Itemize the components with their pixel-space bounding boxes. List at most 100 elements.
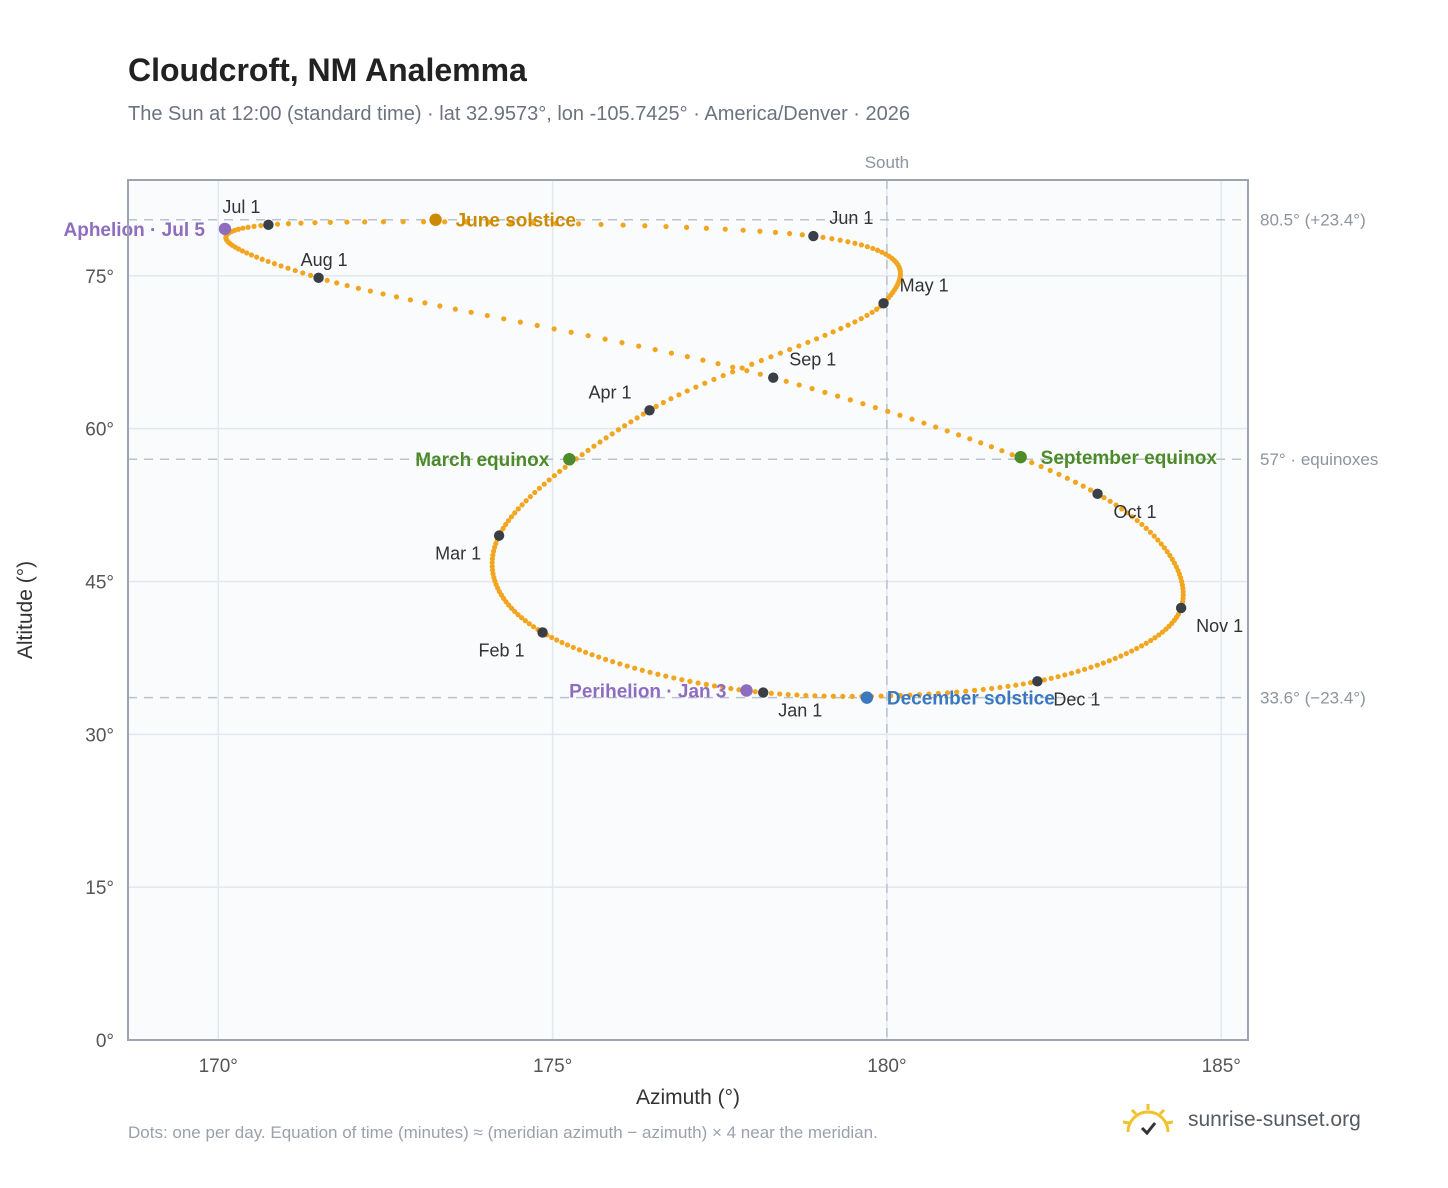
reference-label: South xyxy=(865,153,909,172)
day-dot xyxy=(668,396,674,402)
y-tick-label: 75° xyxy=(85,267,114,288)
day-dot xyxy=(772,229,779,235)
day-dot xyxy=(515,612,521,618)
day-dot xyxy=(1048,675,1054,681)
day-dot xyxy=(944,690,951,696)
day-dot xyxy=(522,618,528,624)
day-dot xyxy=(1164,549,1170,555)
day-dot xyxy=(864,244,870,250)
day-dot xyxy=(1094,662,1100,668)
day-dot xyxy=(749,361,755,367)
day-dot xyxy=(703,225,709,231)
chart-title: Cloudcroft, NM Analemma xyxy=(128,52,527,88)
day-dot xyxy=(768,354,774,360)
day-dot xyxy=(1027,680,1034,686)
day-dot xyxy=(858,316,864,322)
month-marker xyxy=(768,372,779,383)
day-dot xyxy=(988,444,995,450)
day-dot xyxy=(602,336,608,342)
day-dot xyxy=(822,389,828,395)
day-dot xyxy=(619,340,625,346)
day-dot xyxy=(622,423,628,429)
month-label: Feb 1 xyxy=(479,640,525,660)
day-dot xyxy=(530,624,537,630)
day-dot xyxy=(239,248,246,254)
day-dot xyxy=(489,560,495,566)
day-dot xyxy=(505,518,512,524)
day-dot xyxy=(693,384,699,390)
day-dot xyxy=(245,224,251,230)
day-dot xyxy=(634,415,640,421)
day-dot xyxy=(508,219,514,226)
day-dot xyxy=(437,303,443,309)
day-dot xyxy=(1156,632,1162,638)
plot-frame xyxy=(127,179,1249,1041)
day-dot xyxy=(757,228,763,234)
day-dot xyxy=(576,647,582,653)
day-dot xyxy=(933,424,939,430)
day-dot xyxy=(1143,640,1149,646)
day-dot xyxy=(796,343,802,349)
day-dot xyxy=(452,306,458,312)
day-dot xyxy=(679,677,685,683)
day-dot xyxy=(490,552,496,558)
brand[interactable]: sunrise-sunset.org xyxy=(1120,1100,1361,1140)
day-dot xyxy=(518,615,525,621)
reference-label: 57° · equinoxes xyxy=(1260,450,1378,469)
month-marker xyxy=(808,230,819,242)
day-dot xyxy=(787,346,793,353)
day-dot xyxy=(530,220,536,226)
day-dot xyxy=(786,230,793,237)
day-dot xyxy=(407,297,413,303)
day-dot xyxy=(1151,533,1157,539)
day-dot xyxy=(955,432,962,438)
day-dot xyxy=(554,637,560,643)
day-dot xyxy=(1163,626,1169,632)
event-label: December solstice xyxy=(887,689,1055,710)
day-dot xyxy=(722,226,728,232)
day-dot xyxy=(585,333,591,339)
day-dot xyxy=(1020,681,1026,687)
day-dot xyxy=(967,436,973,442)
event-label: Perihelion · Jan 3 xyxy=(569,681,726,702)
day-dot xyxy=(324,277,330,283)
day-dot xyxy=(978,440,984,446)
day-dot xyxy=(1080,483,1086,489)
day-dot xyxy=(583,649,589,655)
day-dot xyxy=(1113,502,1119,508)
day-dot xyxy=(768,690,774,696)
day-dot xyxy=(879,249,885,255)
day-dot xyxy=(1124,510,1130,516)
day-dot xyxy=(298,220,304,226)
day-dot xyxy=(610,659,616,665)
day-dot xyxy=(809,386,815,392)
day-dot xyxy=(615,427,622,433)
event-marker xyxy=(218,222,232,236)
footnote: Dots: one per day. Equation of time (min… xyxy=(128,1123,878,1142)
day-dot xyxy=(989,685,995,692)
day-dot xyxy=(512,608,518,615)
day-dot xyxy=(711,376,717,383)
day-dot xyxy=(720,684,726,690)
day-dot xyxy=(653,403,659,410)
day-dot xyxy=(271,261,278,267)
day-dot xyxy=(632,665,638,671)
day-dot xyxy=(235,246,242,252)
day-dot xyxy=(355,285,361,291)
day-dot xyxy=(485,219,492,225)
day-dot xyxy=(695,680,701,686)
day-dot xyxy=(527,494,533,500)
day-dot xyxy=(546,477,552,483)
day-dot xyxy=(869,309,875,315)
x-tick-label: 175° xyxy=(533,1056,572,1077)
day-dot xyxy=(523,498,529,504)
day-dot xyxy=(380,291,386,297)
x-tick-label: 170° xyxy=(199,1056,238,1077)
day-dot xyxy=(422,300,428,306)
day-dot xyxy=(752,689,758,695)
day-dot xyxy=(838,325,844,332)
day-dot xyxy=(589,652,595,658)
day-dot xyxy=(805,339,811,345)
day-dot xyxy=(307,272,314,278)
